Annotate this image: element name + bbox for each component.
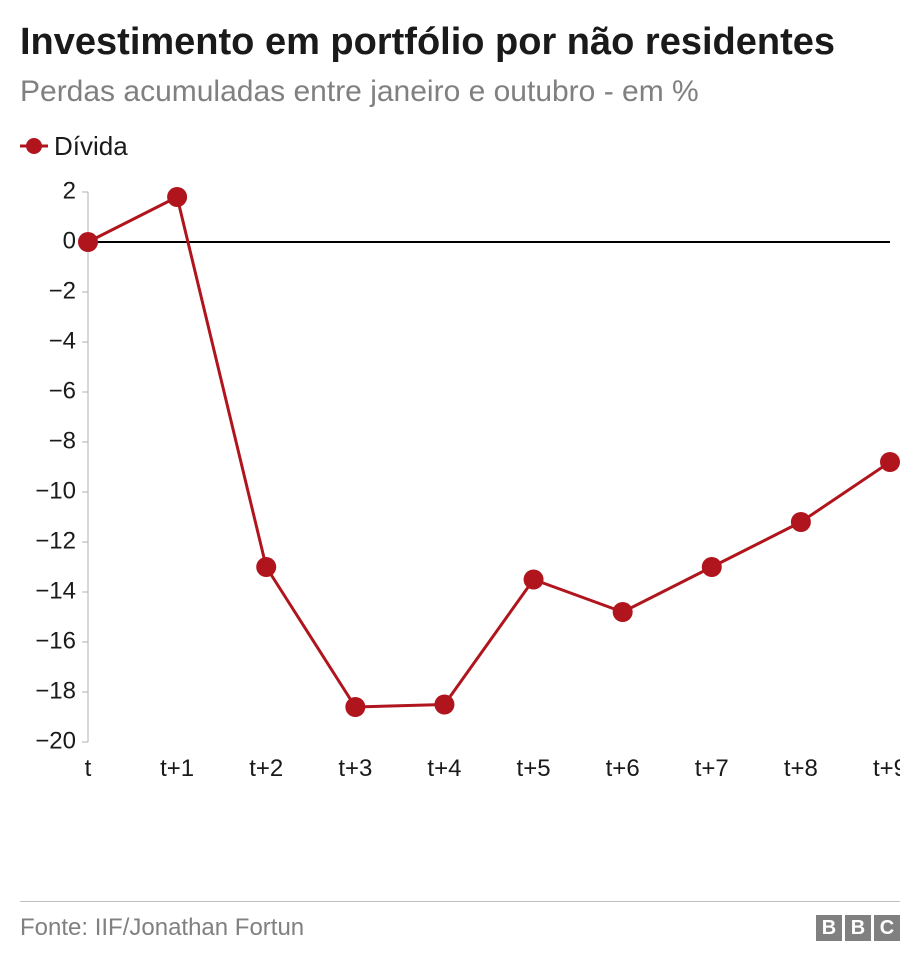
footer: Fonte: IIF/Jonathan Fortun B B C <box>20 901 900 942</box>
bbc-logo-letter: B <box>816 915 842 941</box>
x-tick-label: t+9 <box>873 755 900 782</box>
y-tick-label: −4 <box>49 327 76 354</box>
line-chart-svg: 2 0 −2 −4 −6 −8 −10 −12 −14 −16 −18 −20 t t+1 t+2 t+3 t+… <box>20 172 900 802</box>
legend-marker <box>20 136 48 156</box>
x-tick-label: t+8 <box>784 755 818 782</box>
y-tick-label: 2 <box>63 177 76 204</box>
x-tick-label: t+7 <box>695 755 729 782</box>
y-tick-label: −12 <box>35 527 76 554</box>
y-tick-label: 0 <box>63 227 76 254</box>
y-tick-label: −2 <box>49 277 76 304</box>
y-tick-label: −6 <box>49 377 76 404</box>
y-tick-label: −20 <box>35 727 76 754</box>
chart-container: Investimento em portfólio por não reside… <box>0 0 920 960</box>
legend-dot-icon <box>26 138 42 154</box>
bbc-logo: B B C <box>816 915 900 941</box>
x-tick-label: t+5 <box>517 755 551 782</box>
x-tick-label: t+2 <box>249 755 283 782</box>
chart-subtitle: Perdas acumuladas entre janeiro e outubr… <box>20 72 900 111</box>
legend-label: Dívida <box>54 131 128 162</box>
x-tick-label: t+1 <box>160 755 194 782</box>
chart-title: Investimento em portfólio por não reside… <box>20 20 900 66</box>
x-tick-label: t+3 <box>338 755 372 782</box>
chart-plot-area: 2 0 −2 −4 −6 −8 −10 −12 −14 −16 −18 −20 t t+1 t+2 t+3 t+… <box>20 172 900 802</box>
source-text: Fonte: IIF/Jonathan Fortun <box>20 914 304 942</box>
x-tick-label: t <box>85 755 92 782</box>
y-tick-label: −14 <box>35 577 76 604</box>
x-tick-label: t+4 <box>427 755 461 782</box>
y-tick-label: −10 <box>35 477 76 504</box>
y-tick-label: −8 <box>49 427 76 454</box>
x-tick-label: t+6 <box>606 755 640 782</box>
legend: Dívida <box>20 131 900 162</box>
y-tick-label: −16 <box>35 627 76 654</box>
y-tick-label: −18 <box>35 677 76 704</box>
bbc-logo-letter: B <box>845 915 871 941</box>
bbc-logo-letter: C <box>874 915 900 941</box>
